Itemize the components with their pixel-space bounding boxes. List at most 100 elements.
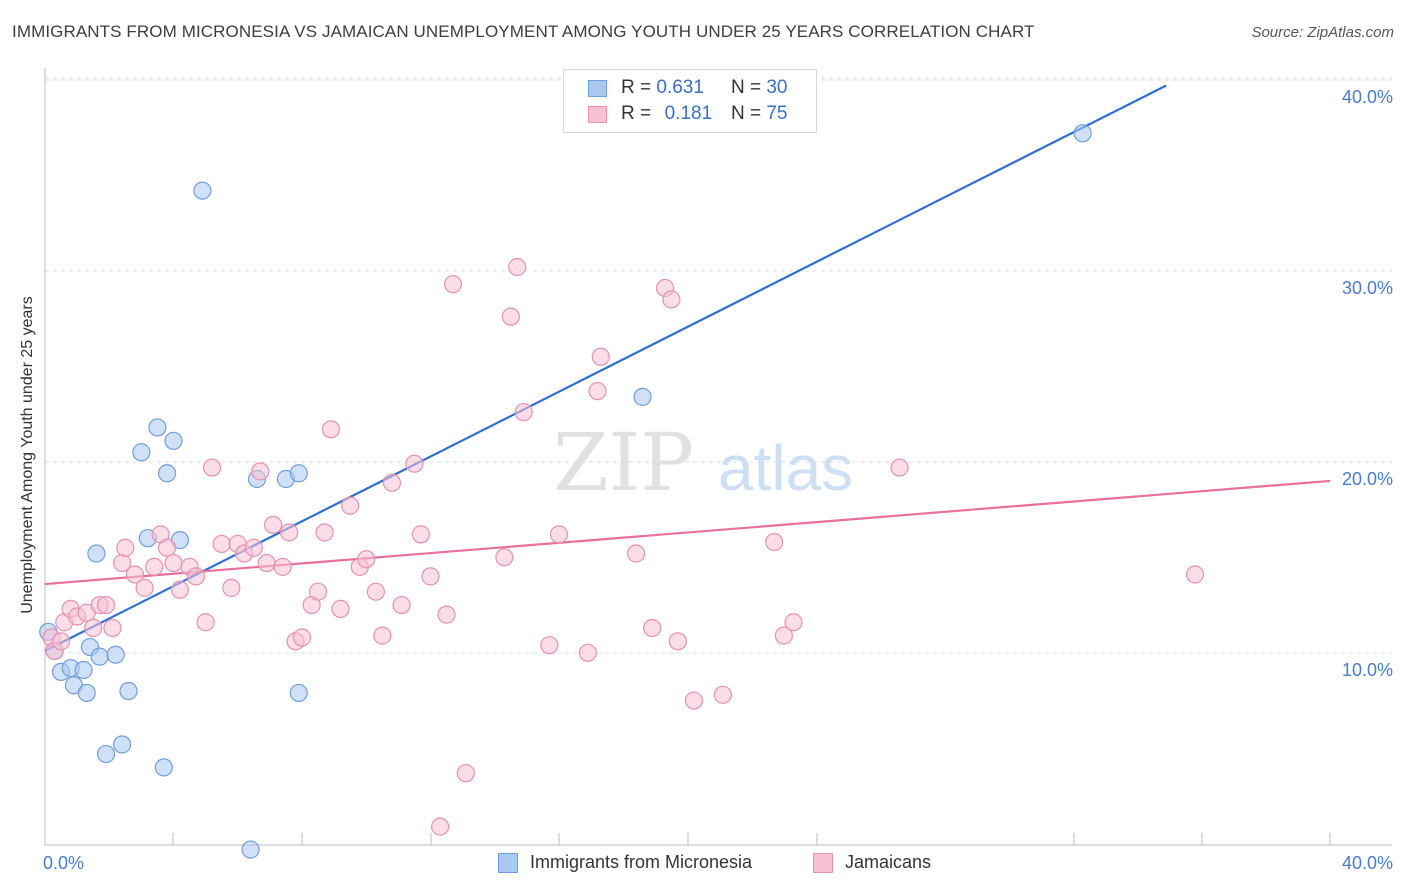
data-point-jamaicans [331,599,350,618]
data-point-jamaicans [392,595,411,615]
data-point-jamaicans [411,525,430,544]
data-point-jamaicans [170,580,190,599]
y-tick-label: 40.0% [1342,87,1393,107]
bottom-legend-label: Jamaicans [845,852,932,872]
data-point-jamaicans [341,496,360,515]
y-tick-label: 20.0% [1342,469,1393,489]
data-point-micronesia [74,660,93,680]
data-point-jamaicans [591,347,610,366]
x-tick-label: 40.0% [1342,853,1393,873]
data-point-jamaicans [357,550,376,569]
data-point-micronesia [633,387,652,406]
x-tick-label: 0.0% [43,853,84,873]
data-points [39,124,1205,859]
data-point-jamaicans [366,582,385,601]
data-point-jamaicans [774,626,793,645]
data-point-jamaicans [508,257,527,277]
data-point-jamaicans [202,458,222,477]
data-point-micronesia [112,735,132,754]
data-point-jamaicans [382,473,402,492]
data-point-micronesia [164,431,183,450]
y-tick-label: 10.0% [1342,660,1393,680]
data-point-jamaicans [196,613,215,632]
data-point-micronesia [157,464,177,483]
data-point-jamaicans [257,553,276,573]
legend-row-micronesia: R = 0.631 N = 30 [588,76,787,100]
data-point-jamaicans [540,636,559,655]
data-point-jamaicans [626,544,646,563]
data-point-jamaicans [713,685,732,704]
data-point-micronesia [90,647,109,666]
data-point-jamaicans [135,578,154,597]
y-tick-label: 30.0% [1342,278,1393,298]
data-point-jamaicans [662,290,681,309]
data-point-jamaicans [157,538,177,557]
data-point-jamaicans [549,525,569,544]
data-point-micronesia [148,418,167,437]
bottom-legend-swatch-blue [498,852,518,873]
data-point-jamaicans [421,567,440,586]
data-point-jamaicans [164,553,183,573]
legend-row-jamaicans: R = 0.181 N = 75 [588,102,787,126]
tick-labels: 10.0% 20.0% 30.0% 40.0% 0.0% 40.0% [43,87,1393,873]
watermark-atlas: atlas [718,432,853,504]
bottom-legend-swatch-pink [813,852,833,873]
data-point-jamaicans [437,605,456,624]
trend-line-micronesia [44,84,1167,652]
data-point-jamaicans [890,458,909,477]
data-point-micronesia [193,181,212,200]
data-point-micronesia [96,744,116,764]
data-point-jamaicans [103,618,122,638]
data-point-jamaicans [495,548,514,567]
legend-n-label: N = [730,103,762,124]
data-point-jamaicans [125,565,145,584]
data-point-jamaicans [405,454,424,473]
data-point-jamaicans [251,462,270,481]
data-point-micronesia [119,681,138,701]
data-point-jamaicans [273,557,292,576]
data-point-micronesia [132,443,151,462]
data-point-jamaicans [501,307,520,326]
data-point-jamaicans [263,515,283,534]
data-point-jamaicans [321,420,341,439]
data-point-jamaicans [51,632,71,651]
data-point-jamaicans [588,382,607,401]
data-point-jamaicans [431,817,450,836]
correlation-legend: R = 0.631 N = 30 R = 0.181 N = 75 [563,69,817,133]
watermark-zip: ZIP [553,416,694,509]
axes [44,68,1392,846]
data-point-jamaicans [308,582,328,601]
chart-title: IMMIGRANTS FROM MICRONESIA VS JAMAICAN U… [12,22,1035,41]
data-point-jamaicans [84,618,103,638]
data-point-jamaicans [765,532,784,552]
source-label: Source: ZipAtlas.com [1251,24,1394,41]
data-point-jamaicans [578,643,598,662]
data-point-jamaicans [668,632,687,651]
data-point-jamaicans [643,618,662,638]
data-point-micronesia [87,544,106,563]
data-point-jamaicans [315,523,334,542]
data-point-micronesia [1073,124,1092,143]
data-point-jamaicans [784,613,803,632]
legend-r-label: R = [621,103,652,124]
data-point-jamaicans [1185,565,1205,584]
data-point-jamaicans [116,538,135,557]
data-point-jamaicans [212,534,231,554]
bottom-legend-micronesia: Immigrants from Micronesia [498,852,752,873]
data-point-micronesia [154,758,173,777]
bottom-legend-jamaicans: Jamaicans [813,852,931,873]
legend-r-value: 0.631 [656,77,704,98]
data-point-jamaicans [514,403,533,422]
data-point-jamaicans [145,557,164,576]
data-point-jamaicans [96,595,116,615]
data-point-jamaicans [186,567,206,586]
data-point-jamaicans [222,578,241,597]
legend-n-value: 75 [766,103,788,124]
legend-n-value: 30 [766,77,788,98]
legend-swatch-pink [588,105,607,123]
bottom-legend-label: Immigrants from Micronesia [530,852,753,872]
data-point-jamaicans [373,626,392,645]
legend-swatch-blue [588,79,607,97]
data-point-micronesia [289,464,308,483]
